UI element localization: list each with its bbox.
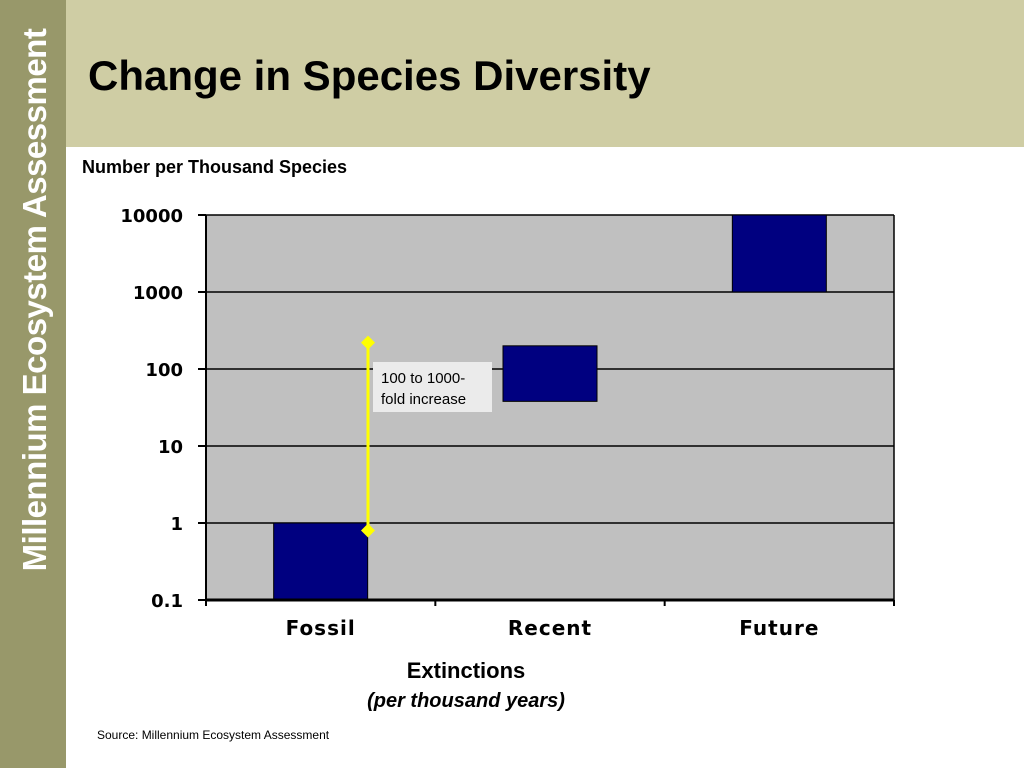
y-tick-label: 10 — [158, 437, 183, 458]
annotation-marker-bottom — [361, 523, 375, 538]
bar-recent — [502, 345, 598, 402]
x-tick-label: Future — [739, 616, 819, 640]
annotation-box — [373, 362, 492, 412]
annotation: 100 to 1000- fold increase — [361, 335, 492, 538]
bar-future — [731, 214, 827, 293]
chart-subtitle: Number per Thousand Species — [82, 157, 348, 177]
x-tick-labels: Fossil Recent Future — [286, 616, 819, 640]
bars — [273, 214, 827, 601]
x-axis-sublabel: (per thousand years) — [367, 690, 565, 712]
y-tick-label: 10000 — [120, 206, 183, 227]
source-note: Source: Millennium Ecosystem Assessment — [97, 728, 330, 742]
header — [66, 0, 1024, 147]
y-tick-labels: 0.1 1 10 100 1000 10000 — [120, 206, 183, 612]
bar-fossil — [273, 522, 369, 601]
sidebar: Millennium Ecosystem Assessment — [0, 0, 66, 768]
y-tick-label: 1 — [170, 514, 183, 535]
y-tick-label: 100 — [145, 360, 183, 381]
x-tick-label: Fossil — [286, 616, 356, 640]
x-tick-label: Recent — [508, 616, 592, 640]
page-title: Change in Species Diversity — [88, 52, 651, 99]
y-tick-label: 1000 — [133, 283, 183, 304]
y-tick-label: 0.1 — [151, 591, 183, 612]
annotation-marker-top — [361, 335, 375, 350]
x-axis-label: Extinctions — [407, 658, 526, 683]
annotation-text-line2: fold increase — [381, 391, 466, 408]
annotation-text-line1: 100 to 1000- — [381, 370, 465, 387]
axes — [205, 215, 895, 606]
